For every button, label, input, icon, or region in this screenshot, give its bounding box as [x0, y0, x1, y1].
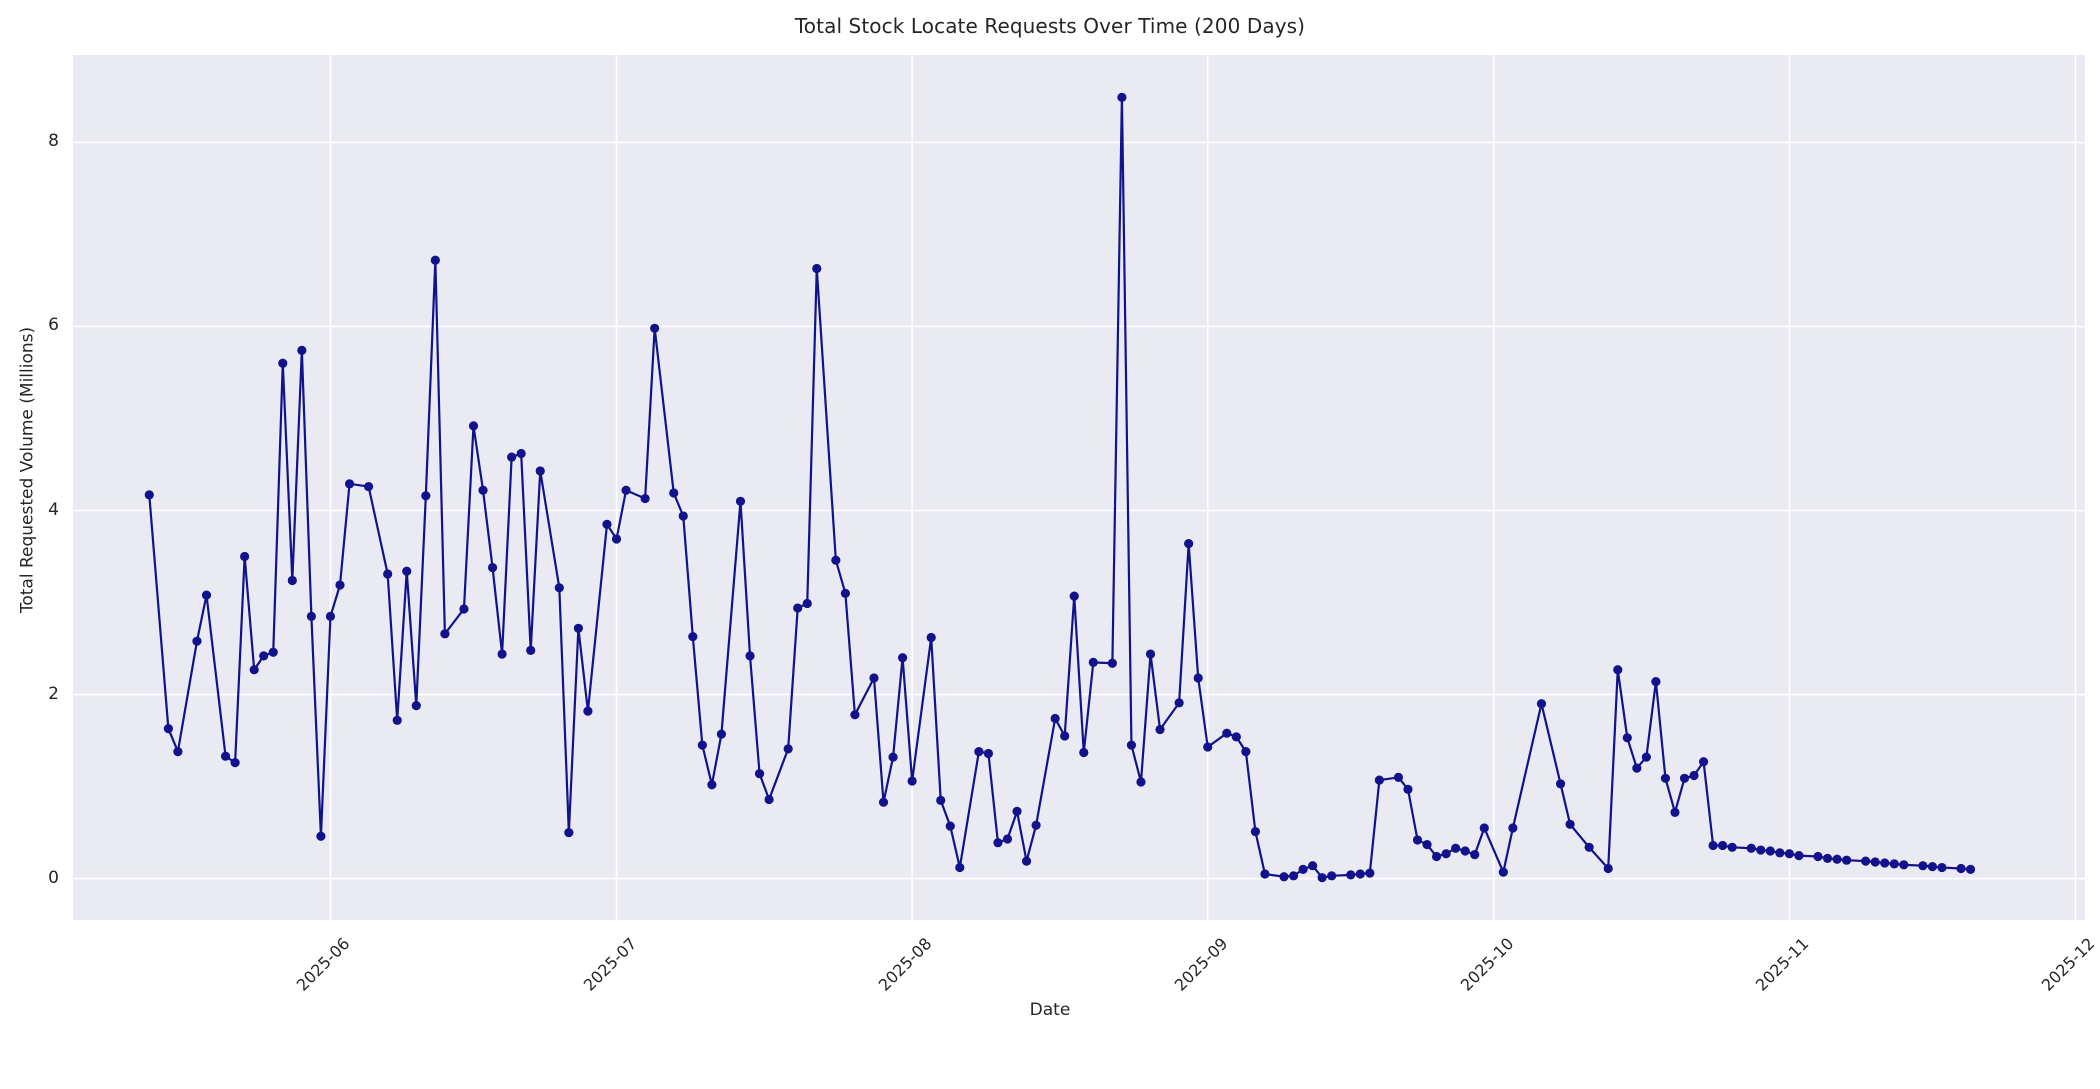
y-axis-ticks: 0 2 4 6 8 — [48, 131, 59, 888]
y-tick-label: 8 — [48, 131, 59, 152]
y-tick-label: 4 — [48, 499, 59, 520]
chart-figure: Total Stock Locate Requests Over Time (2… — [17, 14, 2099, 1020]
y-tick-label: 6 — [48, 315, 59, 336]
x-axis-label: Date — [1029, 1000, 1071, 1020]
y-axis-label: Total Requested Volume (Millions) — [17, 326, 38, 614]
y-tick-label: 2 — [48, 683, 59, 704]
chart-title: Total Stock Locate Requests Over Time (2… — [794, 14, 1306, 38]
line-series — [144, 92, 1976, 883]
x-axis-ticks: 2025-06 2025-07 2025-08 2025-09 2025-10 2025-… — [293, 934, 2099, 995]
y-tick-label: 0 — [48, 867, 59, 888]
plot-area — [73, 55, 2085, 920]
